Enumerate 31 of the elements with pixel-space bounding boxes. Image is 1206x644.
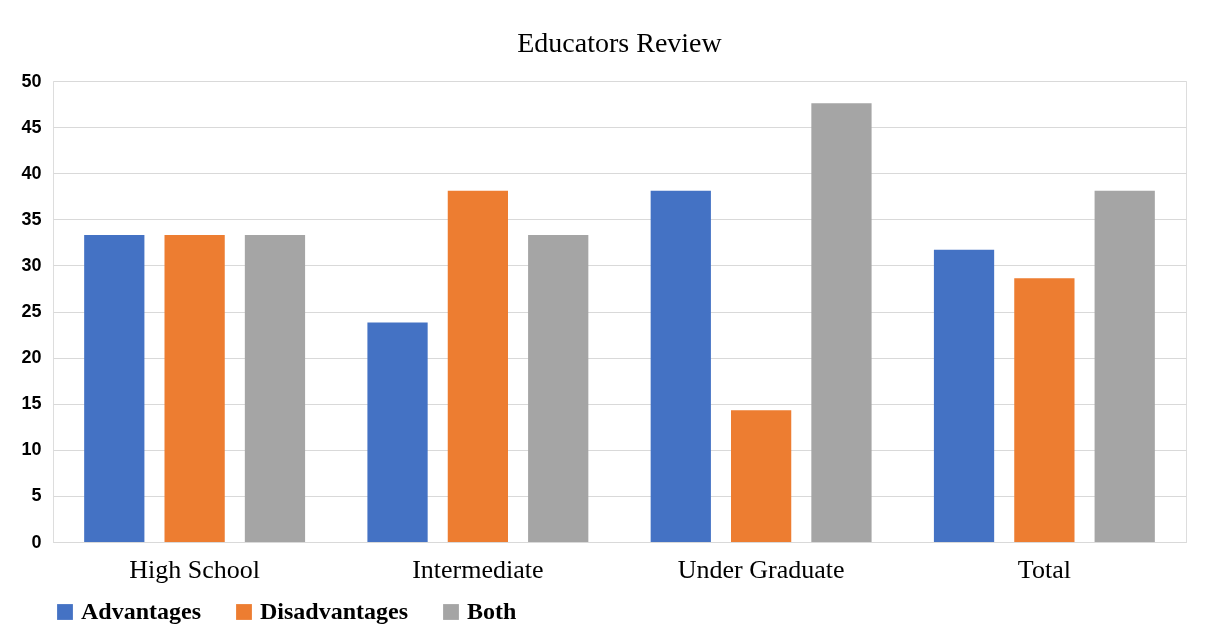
y-tick-label: 25 — [21, 301, 42, 321]
bar — [447, 190, 508, 542]
y-tick-label: 10 — [21, 439, 42, 460]
y-tick-label: 0 — [31, 531, 42, 552]
bar — [164, 234, 225, 542]
y-tick-label: 35 — [21, 208, 42, 229]
chart-title: Educators Review — [517, 27, 723, 58]
x-tick-label: High School — [129, 554, 260, 584]
bar — [244, 234, 306, 542]
bar — [731, 410, 792, 542]
y-tick-label: 5 — [31, 485, 42, 506]
bar — [84, 234, 145, 542]
x-tick-label: Intermediate — [412, 554, 544, 584]
y-tick-label: 45 — [21, 116, 42, 137]
legend-label: Disadvantages — [260, 598, 409, 624]
x-tick-label: Under Graduate — [677, 554, 845, 584]
bar — [933, 249, 995, 542]
legend-label: Advantages — [81, 598, 202, 624]
bar — [811, 103, 872, 542]
y-tick-label: 30 — [21, 254, 42, 275]
bar — [367, 322, 428, 542]
legend-label: Both — [467, 598, 517, 624]
bar — [528, 234, 589, 542]
x-tick-label: Total — [1017, 554, 1071, 584]
bar — [1014, 278, 1075, 542]
y-tick-label: 15 — [21, 393, 42, 414]
y-tick-label: 50 — [21, 70, 42, 91]
bar — [650, 190, 711, 542]
bar — [1094, 190, 1155, 542]
y-tick-label: 20 — [21, 347, 42, 368]
y-tick-label: 40 — [21, 162, 42, 183]
